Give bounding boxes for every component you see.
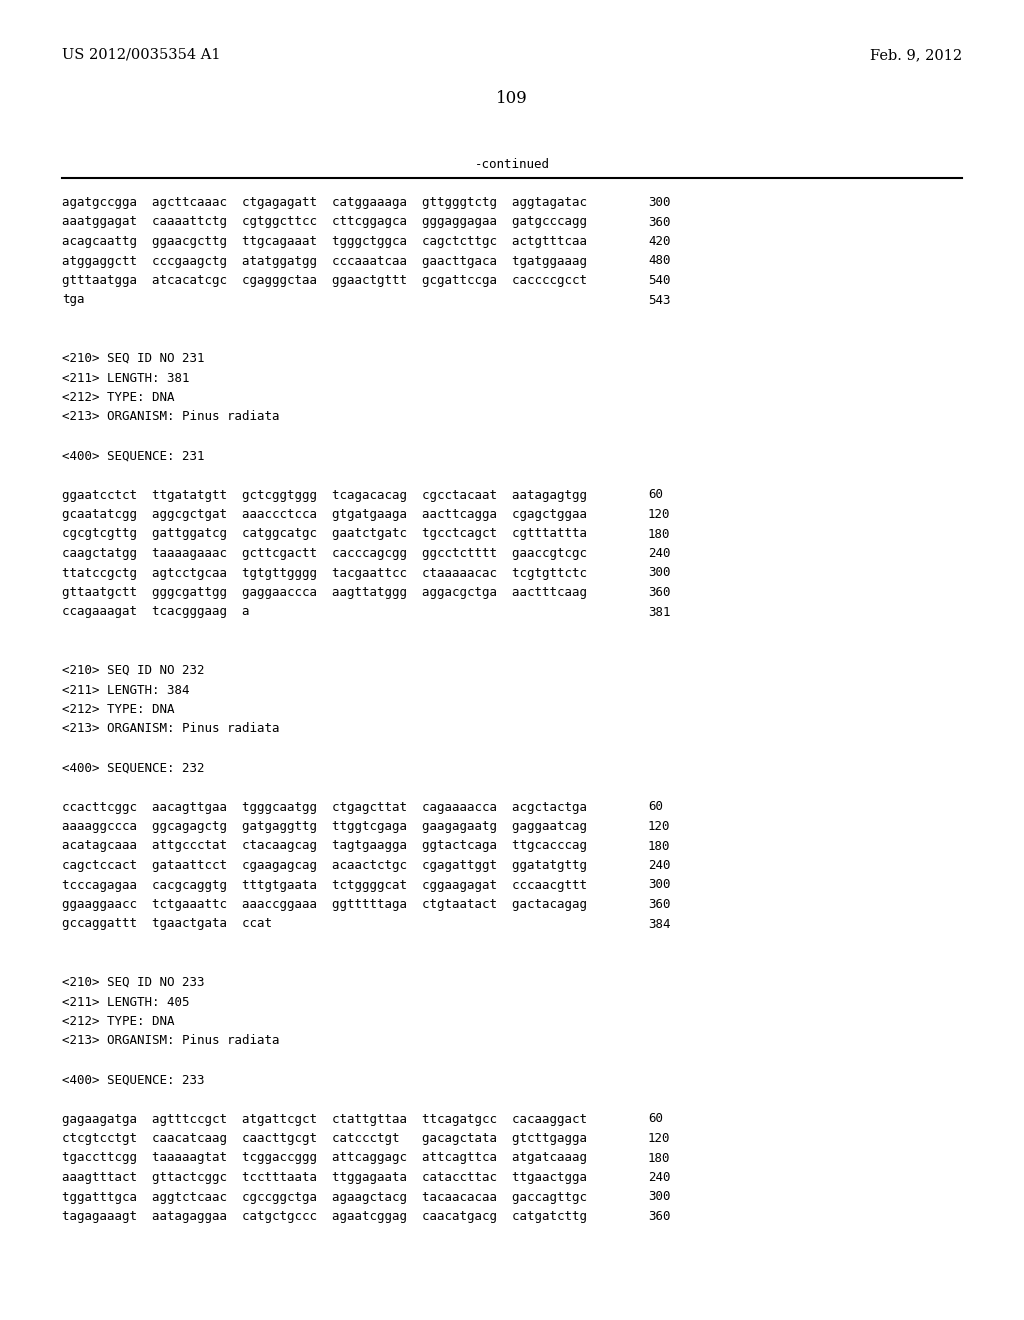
Text: gccaggattt  tgaactgata  ccat: gccaggattt tgaactgata ccat — [62, 917, 272, 931]
Text: US 2012/0035354 A1: US 2012/0035354 A1 — [62, 48, 220, 62]
Text: <213> ORGANISM: Pinus radiata: <213> ORGANISM: Pinus radiata — [62, 1035, 280, 1048]
Text: gagaagatga  agtttccgct  atgattcgct  ctattgttaa  ttcagatgcc  cacaaggact: gagaagatga agtttccgct atgattcgct ctattgt… — [62, 1113, 587, 1126]
Text: ggaatcctct  ttgatatgtt  gctcggtggg  tcagacacag  cgcctacaat  aatagagtgg: ggaatcctct ttgatatgtt gctcggtggg tcagaca… — [62, 488, 587, 502]
Text: 109: 109 — [496, 90, 528, 107]
Text: aaatggagat  caaaattctg  cgtggcttcc  cttcggagca  gggaggagaa  gatgcccagg: aaatggagat caaaattctg cgtggcttcc cttcgga… — [62, 215, 587, 228]
Text: <210> SEQ ID NO 232: <210> SEQ ID NO 232 — [62, 664, 205, 677]
Text: <400> SEQUENCE: 231: <400> SEQUENCE: 231 — [62, 450, 205, 462]
Text: 543: 543 — [648, 293, 671, 306]
Text: 384: 384 — [648, 917, 671, 931]
Text: 60: 60 — [648, 488, 663, 502]
Text: <400> SEQUENCE: 233: <400> SEQUENCE: 233 — [62, 1073, 205, 1086]
Text: acatagcaaa  attgccctat  ctacaagcag  tagtgaagga  ggtactcaga  ttgcacccag: acatagcaaa attgccctat ctacaagcag tagtgaa… — [62, 840, 587, 853]
Text: 381: 381 — [648, 606, 671, 619]
Text: <211> LENGTH: 384: <211> LENGTH: 384 — [62, 684, 189, 697]
Text: ccacttcggc  aacagttgaa  tgggcaatgg  ctgagcttat  cagaaaacca  acgctactga: ccacttcggc aacagttgaa tgggcaatgg ctgagct… — [62, 800, 587, 813]
Text: tgaccttcgg  taaaaagtat  tcggaccggg  attcaggagc  attcagttca  atgatcaaag: tgaccttcgg taaaaagtat tcggaccggg attcagg… — [62, 1151, 587, 1164]
Text: agatgccgga  agcttcaaac  ctgagagatt  catggaaaga  gttgggtctg  aggtagatac: agatgccgga agcttcaaac ctgagagatt catggaa… — [62, 195, 587, 209]
Text: ttatccgctg  agtcctgcaa  tgtgttgggg  tacgaattcc  ctaaaaacac  tcgtgttctc: ttatccgctg agtcctgcaa tgtgttgggg tacgaat… — [62, 566, 587, 579]
Text: gttaatgctt  gggcgattgg  gaggaaccca  aagttatggg  aggacgctga  aactttcaag: gttaatgctt gggcgattgg gaggaaccca aagttat… — [62, 586, 587, 599]
Text: 120: 120 — [648, 820, 671, 833]
Text: 180: 180 — [648, 528, 671, 540]
Text: -continued: -continued — [474, 158, 550, 172]
Text: tagagaaagt  aatagaggaa  catgctgccc  agaatcggag  caacatgacg  catgatcttg: tagagaaagt aatagaggaa catgctgccc agaatcg… — [62, 1210, 587, 1224]
Text: 120: 120 — [648, 1133, 671, 1144]
Text: acagcaattg  ggaacgcttg  ttgcagaaat  tgggctggca  cagctcttgc  actgtttcaa: acagcaattg ggaacgcttg ttgcagaaat tgggctg… — [62, 235, 587, 248]
Text: Feb. 9, 2012: Feb. 9, 2012 — [869, 48, 962, 62]
Text: 480: 480 — [648, 255, 671, 268]
Text: 300: 300 — [648, 879, 671, 891]
Text: tcccagagaa  cacgcaggtg  tttgtgaata  tctggggcat  cggaagagat  cccaacgttt: tcccagagaa cacgcaggtg tttgtgaata tctgggg… — [62, 879, 587, 891]
Text: 360: 360 — [648, 586, 671, 599]
Text: 120: 120 — [648, 508, 671, 521]
Text: <211> LENGTH: 405: <211> LENGTH: 405 — [62, 995, 189, 1008]
Text: 300: 300 — [648, 1191, 671, 1204]
Text: ggaaggaacc  tctgaaattc  aaaccggaaa  ggtttttaga  ctgtaatact  gactacagag: ggaaggaacc tctgaaattc aaaccggaaa ggttttt… — [62, 898, 587, 911]
Text: 180: 180 — [648, 840, 671, 853]
Text: <213> ORGANISM: Pinus radiata: <213> ORGANISM: Pinus radiata — [62, 722, 280, 735]
Text: ctcgtcctgt  caacatcaag  caacttgcgt  catccctgt   gacagctata  gtcttgagga: ctcgtcctgt caacatcaag caacttgcgt catccct… — [62, 1133, 587, 1144]
Text: 540: 540 — [648, 275, 671, 286]
Text: cgcgtcgttg  gattggatcg  catggcatgc  gaatctgatc  tgcctcagct  cgtttattta: cgcgtcgttg gattggatcg catggcatgc gaatctg… — [62, 528, 587, 540]
Text: aaaaggccca  ggcagagctg  gatgaggttg  ttggtcgaga  gaagagaatg  gaggaatcag: aaaaggccca ggcagagctg gatgaggttg ttggtcg… — [62, 820, 587, 833]
Text: atggaggctt  cccgaagctg  atatggatgg  cccaaatcaa  gaacttgaca  tgatggaaag: atggaggctt cccgaagctg atatggatgg cccaaat… — [62, 255, 587, 268]
Text: ccagaaagat  tcacgggaag  a: ccagaaagat tcacgggaag a — [62, 606, 250, 619]
Text: <211> LENGTH: 381: <211> LENGTH: 381 — [62, 371, 189, 384]
Text: gcaatatcgg  aggcgctgat  aaaccctcca  gtgatgaaga  aacttcagga  cgagctggaa: gcaatatcgg aggcgctgat aaaccctcca gtgatga… — [62, 508, 587, 521]
Text: tggatttgca  aggtctcaac  cgccggctga  agaagctacg  tacaacacaa  gaccagttgc: tggatttgca aggtctcaac cgccggctga agaagct… — [62, 1191, 587, 1204]
Text: aaagtttact  gttactcggc  tcctttaata  ttggagaata  cataccttac  ttgaactgga: aaagtttact gttactcggc tcctttaata ttggaga… — [62, 1171, 587, 1184]
Text: <213> ORGANISM: Pinus radiata: <213> ORGANISM: Pinus radiata — [62, 411, 280, 424]
Text: <212> TYPE: DNA: <212> TYPE: DNA — [62, 391, 174, 404]
Text: 360: 360 — [648, 215, 671, 228]
Text: 60: 60 — [648, 1113, 663, 1126]
Text: caagctatgg  taaaagaaac  gcttcgactt  cacccagcgg  ggcctctttt  gaaccgtcgc: caagctatgg taaaagaaac gcttcgactt cacccag… — [62, 546, 587, 560]
Text: cagctccact  gataattcct  cgaagagcag  acaactctgc  cgagattggt  ggatatgttg: cagctccact gataattcct cgaagagcag acaactc… — [62, 859, 587, 873]
Text: 300: 300 — [648, 566, 671, 579]
Text: <210> SEQ ID NO 231: <210> SEQ ID NO 231 — [62, 352, 205, 366]
Text: 240: 240 — [648, 859, 671, 873]
Text: 360: 360 — [648, 898, 671, 911]
Text: tga: tga — [62, 293, 85, 306]
Text: 60: 60 — [648, 800, 663, 813]
Text: <212> TYPE: DNA: <212> TYPE: DNA — [62, 704, 174, 715]
Text: 240: 240 — [648, 546, 671, 560]
Text: 360: 360 — [648, 1210, 671, 1224]
Text: gtttaatgga  atcacatcgc  cgagggctaa  ggaactgttt  gcgattccga  caccccgcct: gtttaatgga atcacatcgc cgagggctaa ggaactg… — [62, 275, 587, 286]
Text: 180: 180 — [648, 1151, 671, 1164]
Text: 300: 300 — [648, 195, 671, 209]
Text: 240: 240 — [648, 1171, 671, 1184]
Text: <210> SEQ ID NO 233: <210> SEQ ID NO 233 — [62, 975, 205, 989]
Text: <212> TYPE: DNA: <212> TYPE: DNA — [62, 1015, 174, 1028]
Text: <400> SEQUENCE: 232: <400> SEQUENCE: 232 — [62, 762, 205, 775]
Text: 420: 420 — [648, 235, 671, 248]
